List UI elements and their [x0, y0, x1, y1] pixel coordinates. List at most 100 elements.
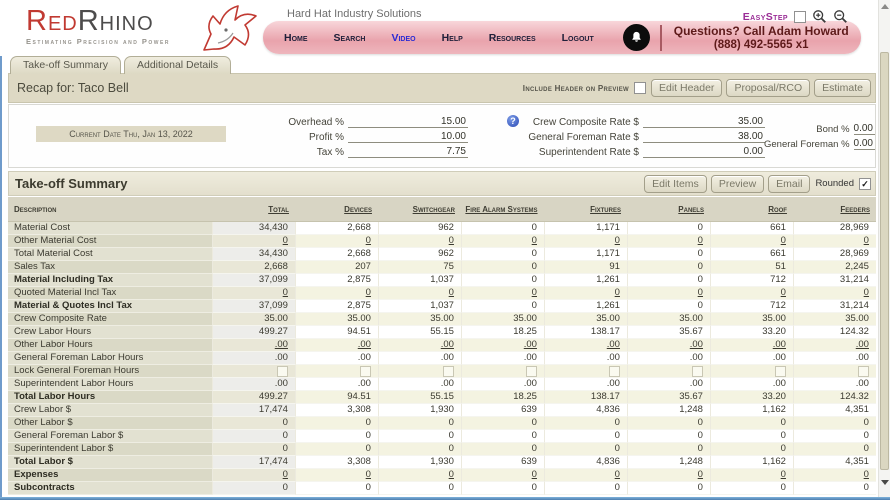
general-foreman-input[interactable]: 0.00	[853, 138, 875, 150]
button-edit-header[interactable]: Edit Header	[650, 79, 723, 97]
overhead-input[interactable]: 15.00	[348, 116, 468, 128]
button-edit-items[interactable]: Edit Items	[644, 174, 707, 193]
row-label: Crew Labor $	[8, 404, 212, 417]
value-link[interactable]: .00	[772, 339, 786, 350]
scroll-up-arrow-icon[interactable]	[881, 4, 889, 9]
value-link[interactable]: .00	[523, 339, 537, 350]
main-nav: Home Search Video Help Resources Logout	[271, 32, 607, 44]
scrollbar-thumb[interactable]	[880, 52, 889, 470]
value-link[interactable]: 0	[863, 469, 869, 480]
column-header-total[interactable]: Total	[268, 204, 289, 214]
general-foreman-row: General Foreman % 0.00	[751, 136, 875, 150]
value-link[interactable]: 0	[282, 469, 288, 480]
nav-item-resources[interactable]: Resources	[488, 31, 536, 44]
value-link[interactable]: 0	[365, 469, 371, 480]
value-link[interactable]: 0	[863, 235, 869, 246]
notification-bell-button[interactable]	[622, 24, 650, 51]
lock-checkbox[interactable]	[691, 366, 703, 377]
logo-red-text: Red	[26, 5, 78, 37]
help-icon[interactable]	[507, 115, 519, 127]
lock-checkbox[interactable]	[608, 366, 620, 377]
tax-input[interactable]: 7.75	[348, 146, 468, 158]
value-link[interactable]: 0	[614, 469, 620, 480]
table-cell: .00	[709, 378, 793, 391]
nav-item-video[interactable]: Video	[391, 31, 416, 44]
value-link[interactable]: .00	[855, 339, 869, 350]
value-link[interactable]: 0	[365, 235, 371, 246]
lock-checkbox[interactable]	[525, 366, 537, 377]
row-label: Other Material Cost	[8, 235, 212, 248]
table-cell: 35.00	[626, 313, 710, 326]
column-header-panels[interactable]: Panels	[678, 204, 704, 214]
lock-checkbox[interactable]	[359, 366, 371, 377]
column-header-fire-alarm-systems[interactable]: Fire Alarm Systems	[465, 204, 538, 214]
zoom-out-icon[interactable]	[833, 9, 848, 24]
general-foreman-rate-input[interactable]: 38.00	[643, 131, 765, 143]
value-link[interactable]: .00	[357, 339, 371, 350]
value-link[interactable]: 0	[531, 287, 537, 298]
value-link[interactable]: 0	[780, 469, 786, 480]
value-link[interactable]: 0	[697, 287, 703, 298]
column-header-switchgear[interactable]: Switchgear	[412, 204, 455, 214]
value-link[interactable]: 0	[614, 287, 620, 298]
value-link[interactable]: 0	[780, 235, 786, 246]
easystep-checkbox[interactable]	[794, 10, 806, 23]
value-link[interactable]: 0	[863, 287, 869, 298]
value-link[interactable]: 0	[448, 469, 454, 480]
value-link[interactable]: 0	[614, 235, 620, 246]
lock-checkbox[interactable]	[276, 366, 288, 377]
lock-checkbox[interactable]	[857, 366, 869, 377]
table-row-other-labor: Other Labor $0 0 0 0 0 0 0 0	[8, 417, 876, 430]
value-link[interactable]: 0	[282, 235, 288, 246]
value-link[interactable]: 0	[697, 235, 703, 246]
tab-additional-details[interactable]: Additional Details	[124, 56, 232, 74]
nav-item-home[interactable]: Home	[284, 31, 308, 44]
nav-item-logout[interactable]: Logout	[561, 31, 594, 44]
nav-item-search[interactable]: Search	[333, 31, 366, 44]
value-link[interactable]: .00	[440, 339, 454, 350]
table-cell: .00	[294, 378, 378, 391]
value-link[interactable]: 0	[697, 469, 703, 480]
table-cell: 35.00	[211, 313, 295, 326]
bond-input[interactable]: 0.00	[853, 123, 875, 135]
scroll-down-arrow-icon[interactable]	[881, 480, 889, 485]
button-estimate[interactable]: Estimate	[814, 79, 871, 97]
button-email[interactable]: Email	[768, 174, 811, 193]
value-link[interactable]: 0	[282, 287, 288, 298]
column-header-feeders[interactable]: Feeders	[840, 204, 870, 214]
value-link[interactable]: .00	[689, 339, 703, 350]
value-link[interactable]: 0	[780, 287, 786, 298]
value-link[interactable]: 0	[531, 469, 537, 480]
value-link[interactable]: 0	[365, 287, 371, 298]
table-cell: 0	[460, 222, 544, 235]
column-header-roof[interactable]: Roof	[768, 204, 787, 214]
value-link[interactable]: .00	[274, 339, 288, 350]
zoom-in-icon[interactable]	[812, 9, 827, 24]
tab-take-off-summary[interactable]: Take-off Summary	[10, 56, 121, 74]
include-header-checkbox[interactable]	[633, 82, 646, 94]
table-cell: 207	[294, 261, 378, 274]
superintendent-rate-input[interactable]: 0.00	[643, 146, 765, 158]
button-preview[interactable]: Preview	[710, 174, 765, 193]
column-header-fixtures[interactable]: Fixtures	[590, 204, 621, 214]
form-left: Overhead % 15.00 Profit % 10.00 Tax % 7.75	[256, 114, 468, 159]
value-link[interactable]: 0	[531, 235, 537, 246]
vertical-scrollbar[interactable]	[878, 0, 890, 497]
table-cell: 0	[211, 235, 295, 248]
column-header-devices[interactable]: Devices	[344, 204, 372, 214]
profit-input[interactable]: 10.00	[348, 131, 468, 143]
table-row-material-quotes-incl-tax: Material & Quotes Incl Tax 37,099 2,875 1,0…	[8, 300, 876, 313]
lock-checkbox[interactable]	[442, 366, 454, 377]
nav-item-help[interactable]: Help	[441, 31, 463, 44]
table-cell: 1,930	[377, 404, 461, 417]
crew-composite-rate-input[interactable]: 35.00	[643, 116, 765, 128]
table-cell: 35.00	[543, 313, 627, 326]
value-link[interactable]: .00	[606, 339, 620, 350]
lock-checkbox[interactable]	[774, 366, 786, 377]
rounded-checkbox[interactable]	[859, 177, 871, 190]
button-proposal-rco[interactable]: Proposal/RCO	[726, 79, 811, 97]
value-link[interactable]: 0	[448, 235, 454, 246]
value-link[interactable]: 0	[448, 287, 454, 298]
table-cell	[709, 365, 793, 378]
table-row-general-foreman-labor: General Foreman Labor $0 0 0 0 0 0 0 0	[8, 430, 876, 443]
